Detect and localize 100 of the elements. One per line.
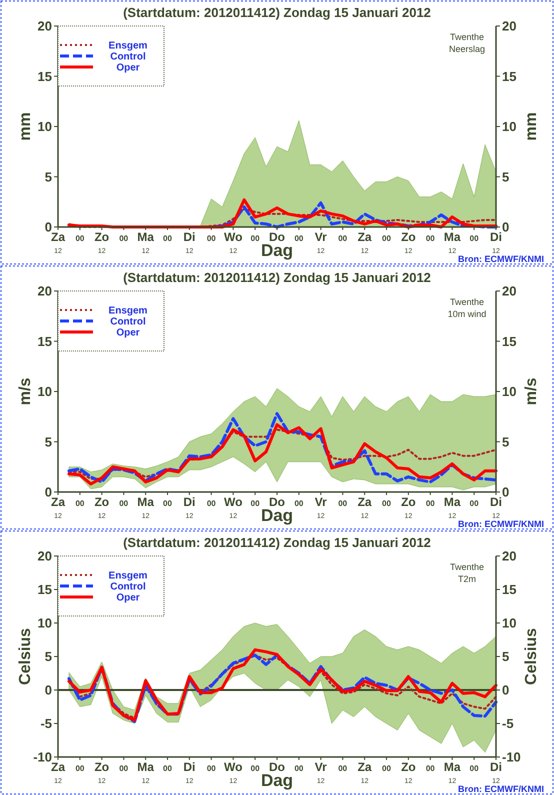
annotation: Neerslag [448, 44, 486, 54]
legend-label: Ensgem [108, 40, 148, 52]
x-tick-label: 00 [294, 499, 304, 508]
y2-tick-label: -5 [502, 716, 514, 732]
x-tick-label: 00 [426, 234, 436, 243]
x-tick-label: 00 [294, 234, 304, 243]
y2-tick-label: 15 [502, 68, 516, 84]
x-tick-label: 00 [382, 499, 392, 508]
x-axis-title: Dag [260, 506, 294, 525]
y-tick-label: 10 [38, 119, 52, 134]
x-tick-label: 00 [119, 234, 129, 243]
y-tick-label: 0 [44, 484, 52, 500]
x-tick-label: 00 [426, 499, 436, 508]
y-tick-label: 5 [44, 434, 52, 450]
legend-label: Oper [116, 592, 140, 604]
x-tick-label: 00 [250, 764, 260, 773]
x-tick-label: 00 [206, 234, 216, 243]
y2-tick-label: -10 [502, 750, 521, 765]
y2-tick-label: 0 [502, 220, 510, 235]
y-axis-title: m/s [17, 378, 34, 406]
x-tick-label: 00 [294, 764, 304, 773]
x-axis-title: Dag [260, 241, 294, 260]
x-tick-label: 00 [470, 234, 480, 243]
chart-title: (Startdatum: 2012011412) Zondag 15 Januari 2012 [123, 270, 431, 285]
y-tick-label: 10 [38, 384, 52, 400]
x-tick-label: 00 [382, 234, 392, 243]
x-tick-label: 00 [338, 499, 348, 508]
y-tick-label: -5 [40, 716, 52, 732]
legend-label: Ensgem [108, 570, 148, 582]
y-tick-label: 15 [38, 334, 52, 349]
y2-tick-label: 5 [502, 169, 510, 184]
y2-tick-label: 15 [502, 334, 516, 349]
x-tick-label: 00 [338, 764, 348, 773]
x-tick-label: 00 [119, 499, 129, 508]
legend-label: Control [110, 316, 146, 328]
y2-tick-label: 15 [502, 582, 516, 598]
x-tick-label: 00 [206, 764, 216, 773]
y2-tick-label: 10 [502, 119, 516, 134]
line-series [67, 412, 498, 484]
x-tick-label: 00 [250, 499, 260, 508]
x-tick-label: 00 [206, 499, 216, 508]
legend-label: Control [110, 52, 146, 62]
y-tick-label: 20 [38, 548, 52, 564]
y-tick-label: 15 [38, 582, 52, 598]
legend-label: Oper [116, 328, 140, 338]
y-tick-label: 5 [44, 649, 52, 664]
line-series [67, 423, 498, 486]
x-tick-label: 00 [382, 764, 392, 773]
y-tick-label: -10 [33, 750, 52, 765]
text: Bron: ECMWF/KNMI [458, 784, 544, 794]
legend-label: Ensgem [108, 306, 148, 316]
legend-label: Control [110, 582, 146, 592]
x-tick-label: 00 [75, 764, 85, 773]
y2-tick-label: 10 [502, 384, 516, 400]
y2-tick-label: 5 [502, 649, 510, 664]
annotation: Twenthe [450, 297, 484, 307]
y2-tick-label: 20 [502, 18, 516, 34]
y-tick-label: 20 [38, 18, 52, 34]
y2-tick-label: 20 [502, 548, 516, 564]
y-tick-label: 0 [44, 220, 52, 235]
x-tick-label: Do [269, 760, 285, 774]
y-axis-title: Celsius [17, 628, 34, 685]
x-tick-label: 00 [163, 499, 172, 508]
x-tick-label: 00 [338, 234, 348, 243]
chart-title: (Startdatum: 2012011412) Zondag 15 Januari 2012 [123, 5, 431, 20]
x-tick-label: 00 [119, 764, 129, 773]
x-tick-label: 00 [163, 764, 172, 773]
y2-tick-label: 10 [502, 616, 516, 631]
x-tick-label: Do [269, 230, 285, 244]
y-tick-label: 15 [38, 68, 52, 84]
y2-axis-title: m/s [523, 378, 540, 406]
legend-label: Oper [116, 62, 140, 74]
y-tick-label: 5 [44, 169, 52, 184]
y2-axis-title: mm [523, 112, 540, 141]
x-tick-label: 00 [75, 234, 85, 243]
y2-tick-label: 0 [502, 682, 510, 698]
x-tick-label: Do [269, 495, 285, 509]
annotation: 10m wind [448, 309, 486, 319]
y2-tick-label: 5 [502, 434, 510, 450]
x-axis-title: Dag [260, 771, 294, 790]
text: Bron: ECMWF/KNMI [458, 254, 544, 264]
y2-tick-label: 20 [502, 284, 516, 299]
y-tick-label: 20 [38, 284, 52, 299]
x-tick-label: 00 [470, 764, 480, 773]
x-tick-label: 00 [75, 499, 85, 508]
y2-axis-title: Celsius [523, 628, 540, 685]
chart-title: (Startdatum: 2012011412) Zondag 15 Januari 2012 [123, 535, 431, 550]
annotation: T2m [458, 574, 476, 584]
line-series [67, 198, 498, 228]
x-tick-label: 00 [470, 499, 480, 508]
y-tick-label: 10 [38, 616, 52, 631]
x-tick-label: 00 [163, 234, 172, 243]
x-tick-label: 00 [250, 234, 260, 243]
x-tick-label: 00 [426, 764, 436, 773]
y-axis-title: mm [17, 112, 34, 141]
y-tick-label: 0 [44, 682, 52, 698]
annotation: Twenthe [450, 32, 484, 42]
y2-tick-label: 0 [502, 484, 510, 500]
text: Bron: ECMWF/KNMI [458, 519, 544, 529]
annotation: Twenthe [450, 562, 484, 572]
